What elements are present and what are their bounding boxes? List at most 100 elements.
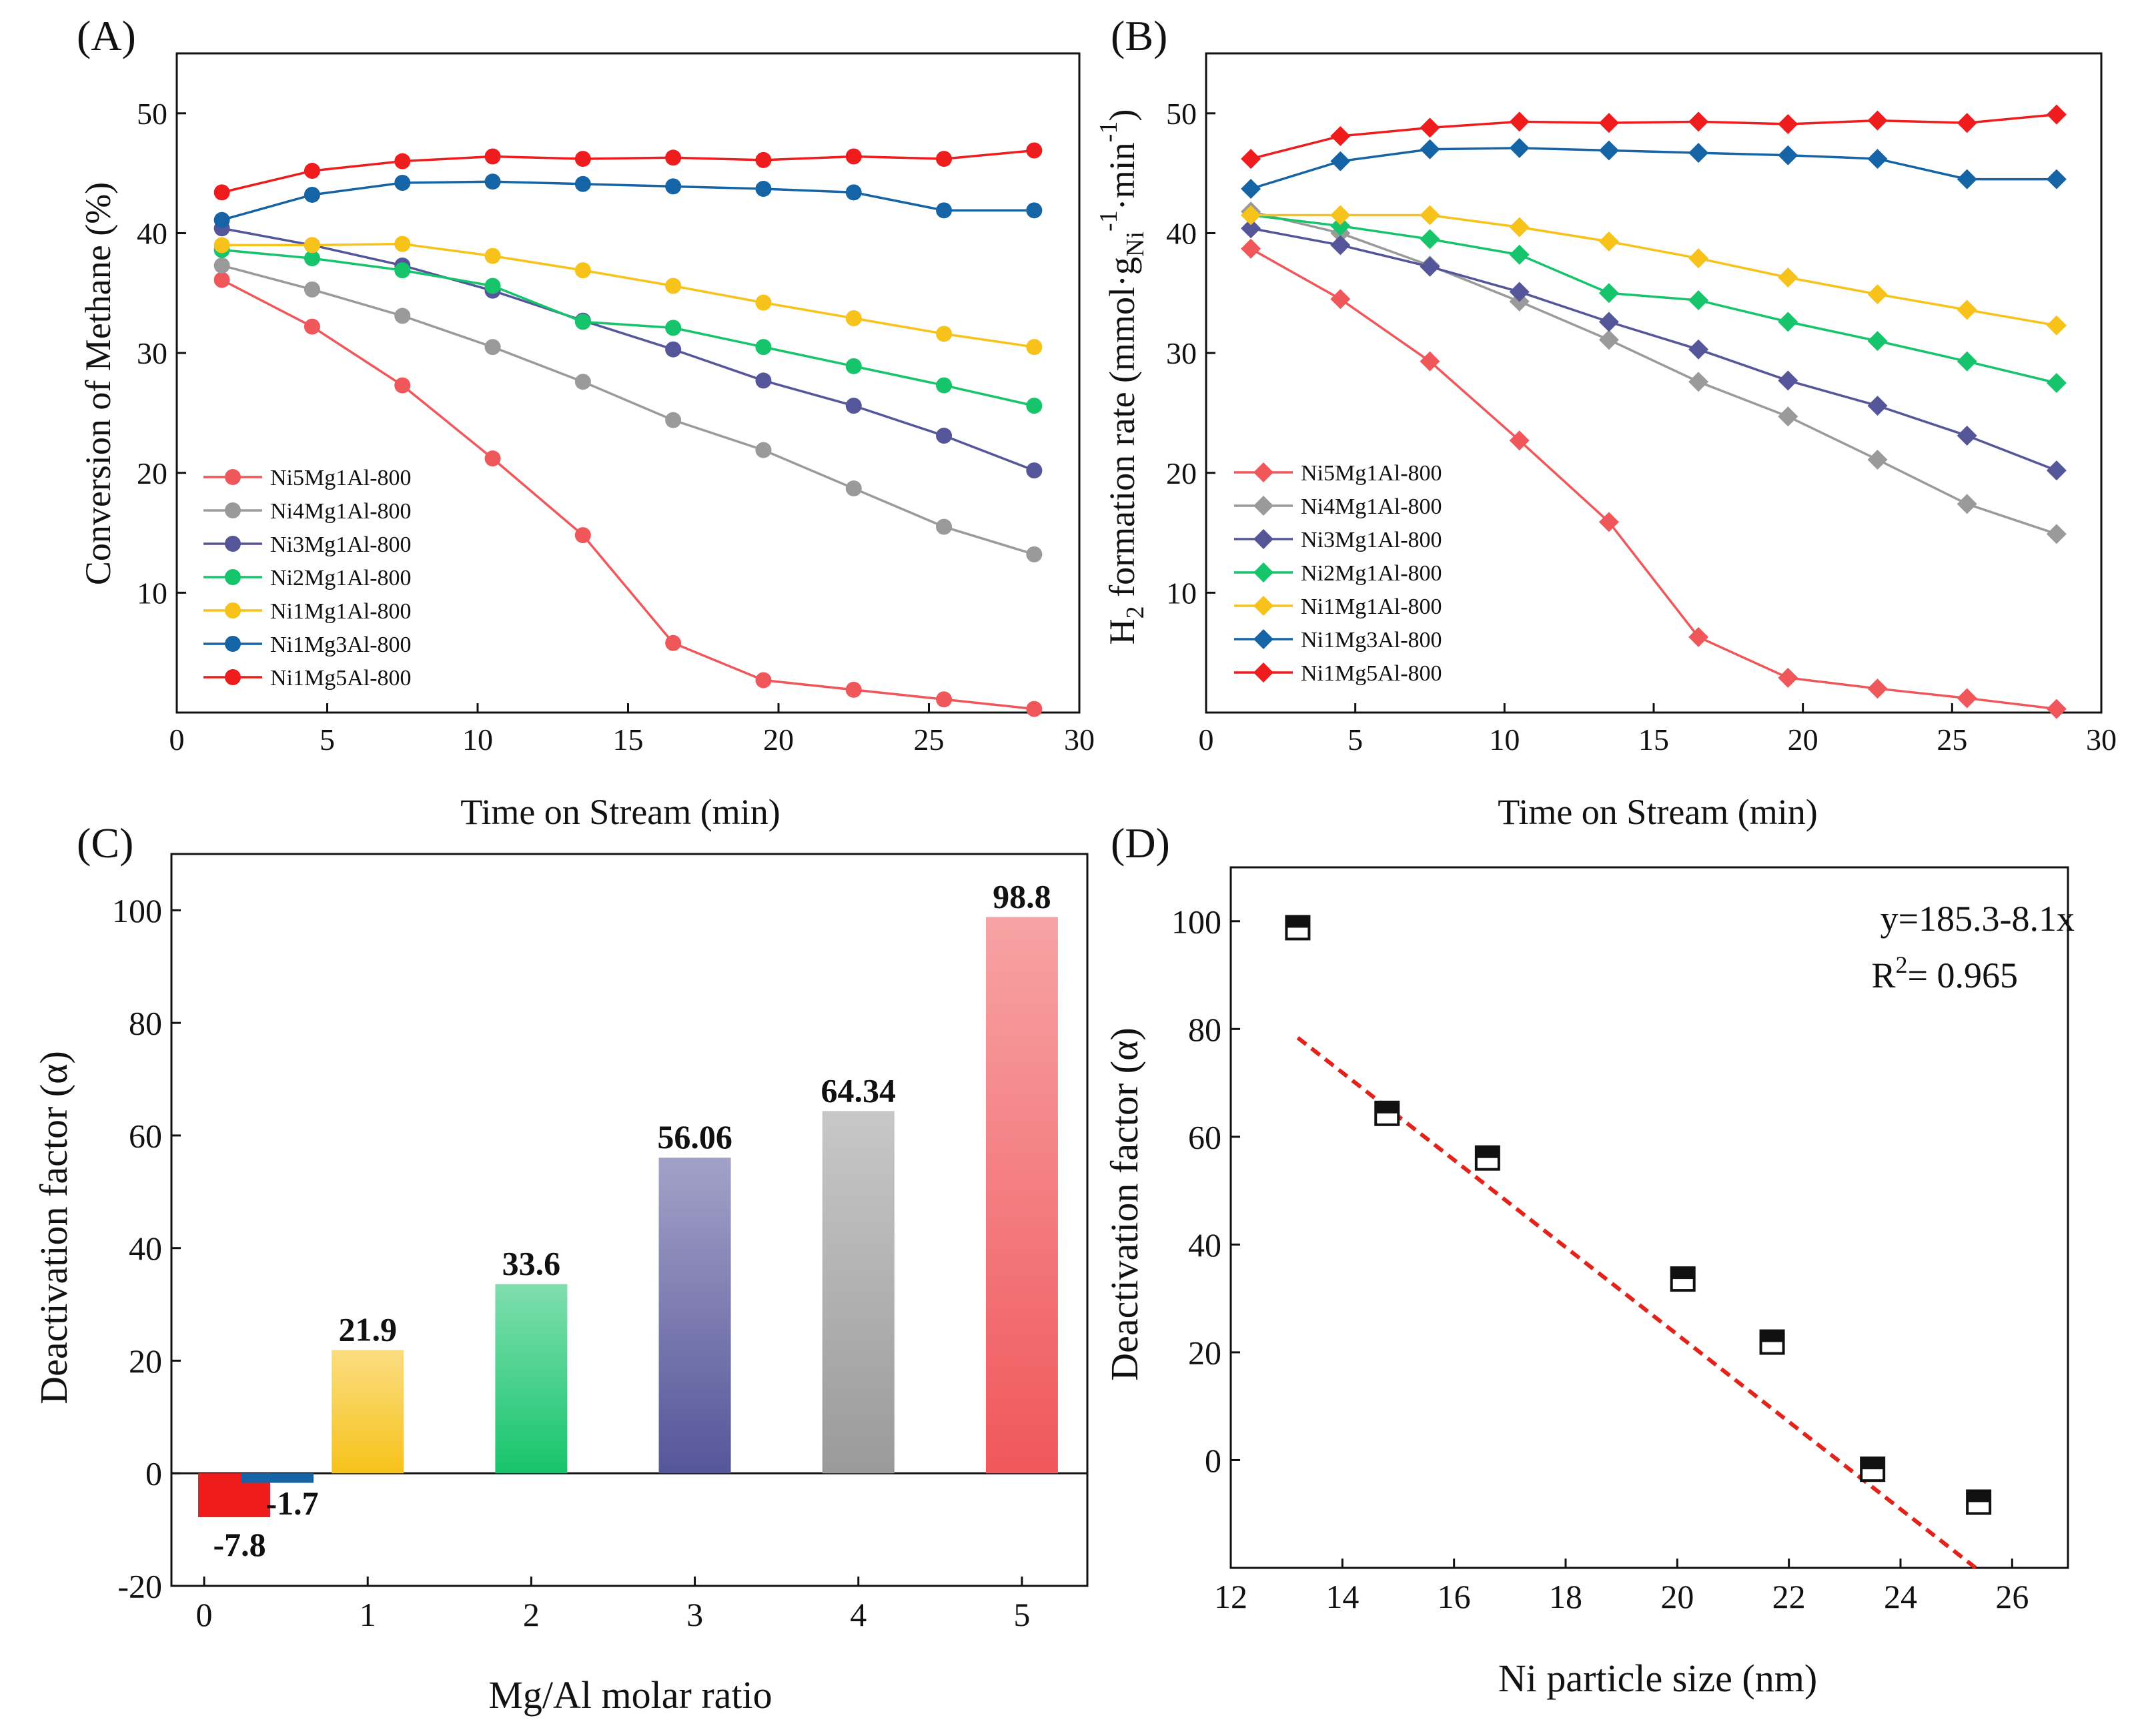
panel-b-point-ni3mg1al-800 bbox=[1957, 426, 1977, 446]
panel-b-point-ni1mg3al-800 bbox=[1241, 178, 1261, 199]
panel-c-bar-value-label: 56.06 bbox=[657, 1118, 732, 1156]
panel-b-point-ni3mg1al-800 bbox=[2046, 460, 2067, 481]
panel-b-point-ni2mg1al-800 bbox=[1509, 244, 1530, 265]
panel-c-y-tick-label: 60 bbox=[129, 1117, 162, 1154]
panel-a-point-ni2mg1al-800 bbox=[394, 262, 411, 279]
panel-b-point-ni1mg5al-800 bbox=[1509, 111, 1530, 132]
panel-a-y-tick-label: 50 bbox=[137, 97, 167, 131]
panel-a-point-ni1mg3al-800 bbox=[665, 178, 682, 195]
panel-b-point-ni1mg1al-800 bbox=[2046, 315, 2067, 336]
panel-a-point-ni1mg5al-800 bbox=[845, 148, 862, 165]
panel-b-point-ni5mg1al-800 bbox=[1778, 667, 1798, 688]
panel-c-bar-value-label: 98.8 bbox=[993, 878, 1051, 915]
panel-b-y-tick-label: 40 bbox=[1166, 217, 1197, 251]
panel-a-point-ni2mg1al-800 bbox=[936, 377, 953, 394]
panel-b-x-tick-label: 5 bbox=[1348, 723, 1363, 757]
panel-a-point-ni1mg3al-800 bbox=[213, 211, 230, 228]
panel-a-point-ni1mg1al-800 bbox=[936, 326, 953, 342]
panel-a-x-tick-label: 10 bbox=[462, 723, 493, 757]
panel-a-point-ni3mg1al-800 bbox=[936, 428, 953, 444]
panel-c-letter: (C) bbox=[77, 819, 133, 867]
panel-a-point-ni1mg1al-800 bbox=[304, 237, 320, 254]
panel-a-legend-swatch-marker bbox=[225, 536, 241, 552]
panel-c-plot-frame bbox=[170, 853, 1089, 1587]
panel-a-letter: (A) bbox=[77, 12, 136, 59]
panel-c-bar-3 bbox=[658, 1158, 731, 1474]
panel-a-point-ni2mg1al-800 bbox=[304, 250, 320, 267]
panel-d-point bbox=[1860, 1456, 1886, 1482]
panel-b-x-tick-label: 25 bbox=[1937, 723, 1967, 757]
panel-b-point-ni2mg1al-800 bbox=[1420, 229, 1440, 250]
panel-a: (A) Time on Stream (min) Conversion of M… bbox=[77, 12, 1095, 832]
panel-d-point bbox=[1966, 1489, 1992, 1515]
panel-b-point-ni1mg3al-800 bbox=[1330, 151, 1351, 171]
panel-a-point-ni1mg5al-800 bbox=[484, 148, 501, 165]
panel-b-legend-label: Ni4Mg1Al-800 bbox=[1301, 494, 1442, 519]
panel-a-point-ni2mg1al-800 bbox=[484, 278, 501, 294]
panel-a-y-tick-label: 30 bbox=[137, 336, 167, 370]
panel-a-point-ni2mg1al-800 bbox=[845, 358, 862, 374]
panel-b-series-line-ni1mg5al-800 bbox=[1250, 113, 2057, 160]
panel-c-bar-value-label: 64.34 bbox=[821, 1071, 897, 1109]
panel-c-x-tick-label: 3 bbox=[686, 1596, 703, 1633]
panel-a-point-ni4mg1al-800 bbox=[936, 518, 953, 535]
panel-a-series-line-ni3mg1al-800 bbox=[221, 227, 1035, 472]
panel-a-point-ni1mg3al-800 bbox=[845, 184, 862, 201]
panel-d-y-axis-title: Deactivation factor (α) bbox=[1103, 1027, 1146, 1381]
panel-a-point-ni1mg1al-800 bbox=[394, 236, 411, 252]
panel-d-point bbox=[1759, 1329, 1785, 1355]
panel-a-point-ni3mg1al-800 bbox=[845, 398, 862, 414]
panel-a-point-ni1mg1al-800 bbox=[574, 262, 591, 279]
panel-a-point-ni1mg5al-800 bbox=[213, 184, 230, 201]
panel-a-series-line-ni2mg1al-800 bbox=[221, 248, 1035, 407]
panel-b-point-ni4mg1al-800 bbox=[1867, 449, 1888, 470]
panel-a-point-ni4mg1al-800 bbox=[484, 339, 501, 356]
panel-d-fit-line bbox=[1296, 1036, 1980, 1572]
panel-b-point-ni2mg1al-800 bbox=[1957, 351, 1977, 372]
panel-d-point bbox=[1374, 1100, 1400, 1126]
r-squared-r: R bbox=[1872, 955, 1896, 995]
panel-b-point-ni3mg1al-800 bbox=[1241, 218, 1261, 239]
panel-b-point-ni5mg1al-800 bbox=[1688, 626, 1709, 647]
panel-a-point-ni2mg1al-800 bbox=[755, 339, 772, 356]
panel-b-point-ni1mg1al-800 bbox=[1241, 205, 1261, 226]
panel-b-point-ni1mg5al-800 bbox=[1867, 110, 1888, 131]
panel-b-point-ni5mg1al-800 bbox=[1241, 238, 1261, 259]
panel-c-bar-value-label: 21.9 bbox=[338, 1310, 397, 1348]
panel-d-x-tick-label: 24 bbox=[1884, 1578, 1917, 1615]
panel-b-legend-swatch-marker bbox=[1253, 462, 1273, 482]
panel-a-legend-label: Ni4Mg1Al-800 bbox=[270, 499, 412, 524]
panel-d-x-tick-label: 16 bbox=[1438, 1578, 1471, 1615]
panel-a-point-ni4mg1al-800 bbox=[394, 308, 411, 324]
panel-b-series-line-ni2mg1al-800 bbox=[1250, 213, 2057, 384]
panel-a-point-ni5mg1al-800 bbox=[845, 681, 862, 698]
panel-c-x-tick-label: 4 bbox=[850, 1596, 867, 1633]
panel-b-point-ni4mg1al-800 bbox=[2046, 524, 2067, 544]
panel-a-x-tick-label: 5 bbox=[320, 723, 335, 757]
panel-a-point-ni2mg1al-800 bbox=[574, 314, 591, 330]
panel-a-point-ni5mg1al-800 bbox=[574, 527, 591, 544]
panel-b-point-ni3mg1al-800 bbox=[1509, 282, 1530, 302]
panel-b-point-ni3mg1al-800 bbox=[1330, 235, 1351, 256]
panel-d-point bbox=[1474, 1145, 1500, 1171]
panel-b-x-tick-label: 10 bbox=[1489, 723, 1520, 757]
panel-a-point-ni3mg1al-800 bbox=[1026, 462, 1043, 479]
panel-a-legend-label: Ni1Mg3Al-800 bbox=[270, 632, 412, 657]
panel-a-point-ni5mg1al-800 bbox=[484, 450, 501, 467]
panel-b-point-ni2mg1al-800 bbox=[1688, 290, 1709, 311]
panel-b-y-title-sup-1: -1 bbox=[1095, 210, 1123, 232]
panel-b-x-tick-label: 30 bbox=[2086, 723, 2117, 757]
panel-a-point-ni4mg1al-800 bbox=[755, 442, 772, 458]
panel-a-legend-label: Ni2Mg1Al-800 bbox=[270, 566, 412, 590]
panel-b-point-ni2mg1al-800 bbox=[2046, 373, 2067, 393]
panel-a-point-ni1mg3al-800 bbox=[484, 173, 501, 190]
panel-b-y-tick-label: 10 bbox=[1166, 576, 1197, 610]
panel-c-x-tick-label: 1 bbox=[360, 1596, 376, 1633]
panel-a-point-ni1mg3al-800 bbox=[936, 202, 953, 219]
panel-b: (B) Time on Stream (min) H2 formation ra… bbox=[1095, 12, 2117, 832]
panel-a-point-ni2mg1al-800 bbox=[1026, 398, 1043, 414]
panel-b-point-ni1mg3al-800 bbox=[2046, 169, 2067, 189]
panel-a-point-ni4mg1al-800 bbox=[304, 281, 320, 298]
panel-a-y-tick-label: 10 bbox=[137, 576, 167, 610]
panel-b-x-axis-title: Time on Stream (min) bbox=[1498, 792, 1818, 832]
